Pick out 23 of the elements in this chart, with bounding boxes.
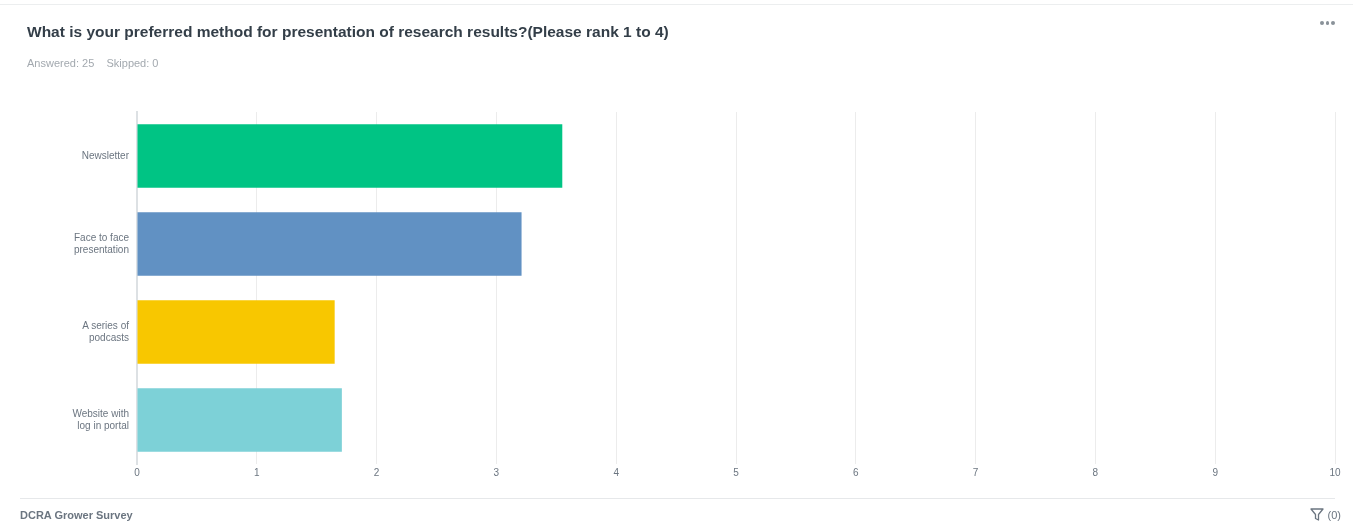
chart-title: What is your preferred method for presentation of research results?(Please rank 1 to 4) — [27, 23, 669, 41]
x-tick-label: 2 — [373, 466, 380, 478]
x-tick-label: 10 — [1329, 466, 1341, 478]
bar — [137, 212, 522, 276]
text: DCRA Grower Survey — [20, 509, 133, 521]
x-tick-label: 3 — [493, 466, 500, 478]
x-tick-label: 5 — [733, 466, 740, 478]
x-tick-label: 0 — [134, 466, 141, 478]
x-tick-label: 7 — [972, 466, 979, 478]
bar — [137, 300, 335, 364]
x-tick-label: 1 — [254, 466, 261, 478]
bar — [137, 388, 342, 452]
x-tick-label: 4 — [613, 466, 620, 478]
y-tick-label: A series of podcasts — [82, 319, 130, 343]
y-tick-label: Newsletter — [81, 149, 130, 161]
y-tick-label: Face to face presentation — [73, 231, 130, 255]
y-tick-label: Website with log in portal — [72, 407, 129, 431]
bar — [137, 124, 563, 188]
x-tick-label: 8 — [1092, 466, 1099, 478]
text: (0) — [1327, 508, 1341, 521]
x-tick-label: 6 — [853, 466, 860, 478]
x-tick-label: 9 — [1212, 466, 1219, 478]
chart-subtitle: Answered: 25 Skipped: 0 — [27, 57, 159, 69]
